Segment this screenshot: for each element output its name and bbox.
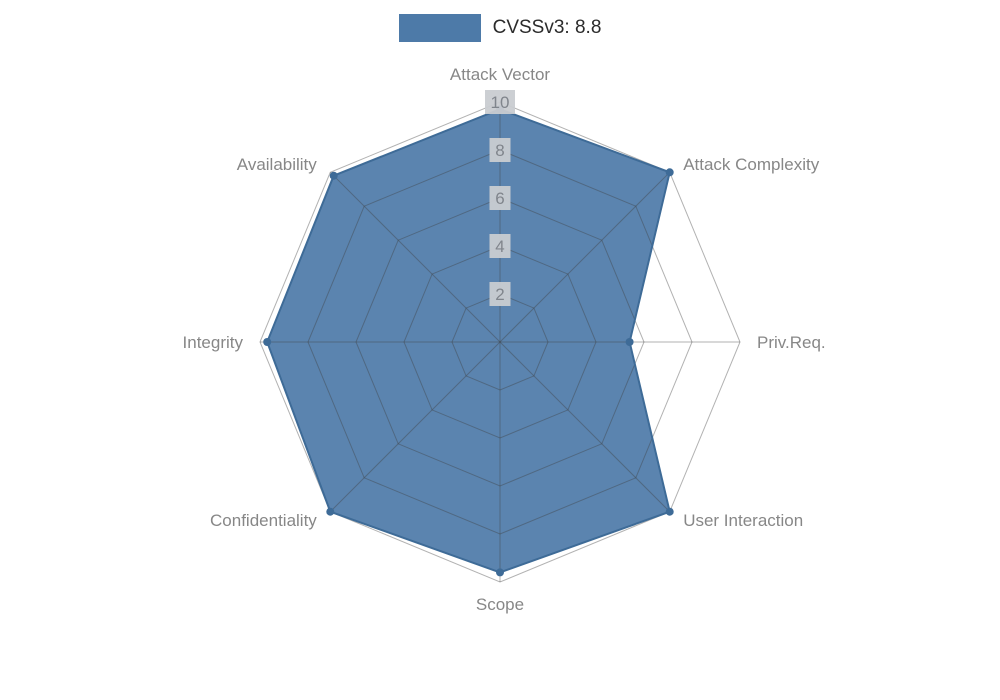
axis-label-attack-vector: Attack Vector xyxy=(450,65,550,84)
tick-label-box xyxy=(489,138,511,162)
radar-spoke xyxy=(329,171,501,343)
axis-label-scope: Scope xyxy=(476,595,524,614)
radar-vertex-dot xyxy=(496,568,504,577)
radar-vertex-dot xyxy=(665,168,674,177)
legend-swatch xyxy=(398,14,481,42)
axis-label-confidentiality: Confidentiality xyxy=(210,511,317,530)
tick-label: 4 xyxy=(495,237,504,256)
radar-vertex-dot xyxy=(329,171,338,180)
radar-vertex-dot xyxy=(326,507,335,516)
legend-item-cvssv3[interactable]: CVSSv3: 8.8 xyxy=(0,14,1000,42)
tick-label-box xyxy=(489,186,511,210)
radar-grid-ring xyxy=(451,293,549,391)
radar-vertex-dot xyxy=(625,338,634,346)
tick-label: 6 xyxy=(495,189,504,208)
radar-grid-ring xyxy=(259,101,741,583)
tick-label-box xyxy=(489,234,511,258)
radar-spoke xyxy=(329,341,501,513)
radar-vertex-dot xyxy=(665,507,674,516)
axis-label-user-interaction: User Interaction xyxy=(683,511,803,530)
tick-label: 2 xyxy=(495,285,504,304)
radar-grid-ring xyxy=(355,197,645,487)
legend-label: CVSSv3: 8.8 xyxy=(492,17,602,38)
tick-label-box xyxy=(485,90,515,114)
radar-grid-ring xyxy=(403,245,597,439)
radar-area xyxy=(267,109,670,573)
radar-grid xyxy=(259,101,741,583)
axis-label-availability: Availability xyxy=(237,155,318,174)
axis-label-attack-complexity: Attack Complexity xyxy=(683,155,820,174)
radar-spoke xyxy=(499,171,671,343)
radar-grid-ring xyxy=(307,149,693,535)
tick-label: 8 xyxy=(495,141,504,160)
axis-label-priv-req: Priv.Req. xyxy=(757,333,826,352)
axis-label-integrity: Integrity xyxy=(183,333,244,352)
radar-vertex-dot xyxy=(263,338,272,346)
tick-label: 10 xyxy=(491,93,510,112)
radar-spoke xyxy=(499,341,671,513)
tick-label-box xyxy=(489,282,511,306)
